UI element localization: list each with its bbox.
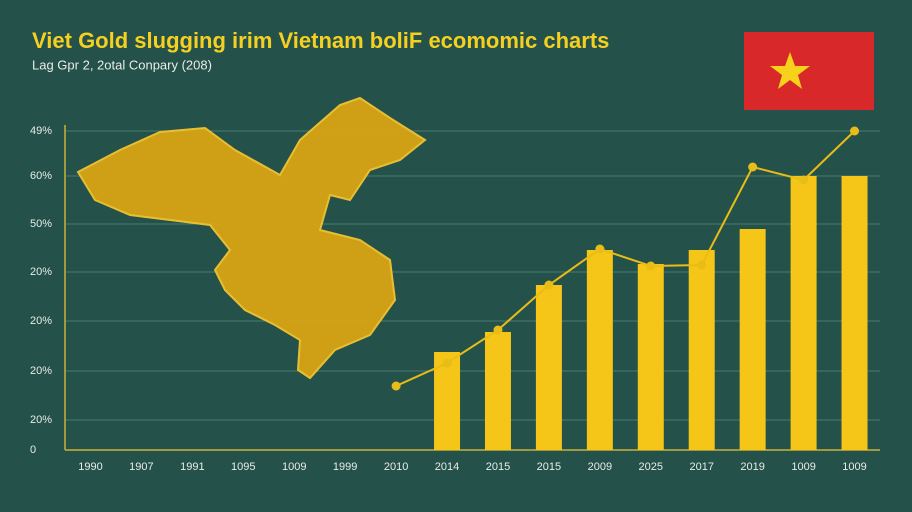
y-tick-label: 0	[30, 444, 36, 456]
x-tick-label: 2015	[486, 461, 510, 473]
x-tick-label: 2017	[689, 461, 713, 473]
x-tick-label: 2009	[588, 461, 612, 473]
flag	[744, 32, 874, 110]
bar	[841, 176, 868, 450]
line-point	[391, 381, 401, 391]
line-point	[646, 261, 656, 271]
bar	[484, 332, 511, 450]
x-tick-label: 1999	[333, 461, 357, 473]
flag-field	[744, 32, 874, 110]
x-tick-label: 1907	[129, 461, 153, 473]
bar	[637, 264, 664, 450]
x-tick-label: 2010	[384, 461, 408, 473]
line-point	[850, 126, 860, 136]
bar	[434, 352, 461, 450]
x-tick-label: 1095	[231, 461, 255, 473]
bar	[535, 285, 562, 450]
line-point	[799, 175, 809, 185]
bar	[739, 229, 766, 450]
x-tick-label: 1009	[282, 461, 306, 473]
y-tick-label: 20%	[30, 414, 52, 426]
x-tick-label: 2019	[740, 461, 764, 473]
x-tick-label: 1009	[842, 461, 866, 473]
y-tick-label: 60%	[30, 170, 52, 182]
x-tick-label: 1009	[791, 461, 815, 473]
chart-subtitle: Lag Gpr 2, 2otal Conpary (208)	[32, 57, 212, 72]
bar	[790, 176, 817, 450]
y-tick-label: 20%	[30, 365, 52, 377]
bar	[688, 250, 715, 450]
x-tick-label: 1991	[180, 461, 204, 473]
map-silhouette	[76, 96, 427, 380]
chart-title: Viet Gold slugging irim Vietnam boliF ec…	[32, 28, 609, 53]
line	[395, 130, 856, 387]
line-point	[544, 280, 554, 290]
x-tick-label: 1990	[78, 461, 102, 473]
x-tick-label: 2015	[537, 461, 561, 473]
bar	[586, 250, 613, 450]
x-tick-label: 2014	[435, 461, 459, 473]
y-tick-label: 20%	[30, 315, 52, 327]
line-point	[493, 325, 503, 335]
line-point	[595, 244, 605, 254]
line-point	[697, 260, 707, 270]
flag-star	[770, 52, 810, 89]
line-point	[748, 162, 758, 172]
y-tick-label: 49%	[30, 125, 52, 137]
x-tick-label: 2025	[639, 461, 663, 473]
y-tick-label: 50%	[30, 218, 52, 230]
y-tick-label: 20%	[30, 266, 52, 278]
line-point	[442, 358, 452, 368]
